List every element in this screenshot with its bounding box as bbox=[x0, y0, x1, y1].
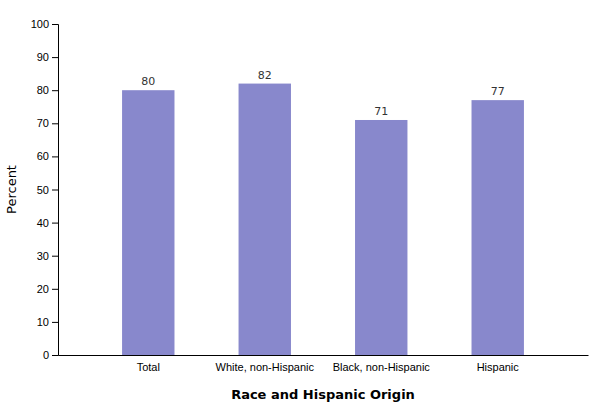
x-axis-line bbox=[59, 355, 589, 356]
y-tick-mark bbox=[52, 256, 58, 257]
chart-svg: 80 82 71 77 Total White, non-Hispanic Black, n… bbox=[0, 0, 608, 413]
x-tick: White, non-Hispanic bbox=[216, 361, 315, 373]
y-tick-label: 20 bbox=[37, 283, 49, 295]
bar bbox=[355, 120, 407, 355]
y-axis: 0 10 20 30 40 50 60 70 80 90 100 bbox=[31, 18, 59, 361]
y-tick-label: 50 bbox=[37, 184, 49, 196]
x-tick: Total bbox=[137, 361, 160, 373]
y-tick-label: 60 bbox=[37, 150, 49, 162]
y-tick-mark bbox=[52, 355, 58, 356]
bar bbox=[239, 84, 291, 355]
bar bbox=[122, 90, 174, 355]
y-tick: 50 bbox=[37, 184, 58, 196]
y-tick: 40 bbox=[37, 217, 58, 229]
y-axis-line bbox=[52, 25, 59, 356]
y-tick: 20 bbox=[37, 283, 58, 295]
x-tick: Black, non-Hispanic bbox=[333, 361, 431, 373]
y-tick: 70 bbox=[37, 117, 58, 129]
data-label: 77 bbox=[491, 85, 505, 98]
x-tick-label: Hispanic bbox=[477, 361, 520, 373]
y-tick-mark bbox=[52, 190, 58, 191]
y-tick-label: 10 bbox=[37, 316, 49, 328]
y-tick-mark bbox=[52, 24, 58, 25]
data-label: 82 bbox=[258, 69, 272, 82]
plot-area: 80 82 71 77 Total White, non-Hispanic Black, n… bbox=[31, 18, 589, 373]
data-label: 71 bbox=[374, 105, 388, 118]
y-tick-mark bbox=[52, 289, 58, 290]
x-tick-label: Black, non-Hispanic bbox=[333, 361, 431, 373]
x-tick: Hispanic bbox=[477, 361, 520, 373]
y-tick-label: 30 bbox=[37, 250, 49, 262]
bar bbox=[472, 100, 524, 355]
x-tick-label: Total bbox=[137, 361, 160, 373]
bars bbox=[122, 84, 524, 355]
y-tick-mark bbox=[52, 90, 58, 91]
y-tick: 30 bbox=[37, 250, 58, 262]
x-axis: Total White, non-Hispanic Black, non-Hispa… bbox=[59, 356, 589, 373]
y-tick-label: 90 bbox=[37, 51, 49, 63]
y-tick-mark bbox=[52, 322, 58, 323]
y-tick-label: 0 bbox=[43, 349, 49, 361]
x-tick-label: White, non-Hispanic bbox=[216, 361, 315, 373]
y-tick: 0 bbox=[43, 349, 58, 361]
y-tick-label: 80 bbox=[37, 84, 49, 96]
y-tick: 90 bbox=[37, 51, 58, 63]
y-axis-title: Percent bbox=[4, 165, 19, 214]
y-tick-label: 70 bbox=[37, 117, 49, 129]
y-tick: 10 bbox=[37, 316, 58, 328]
data-label: 80 bbox=[141, 75, 155, 88]
y-tick-mark bbox=[52, 57, 58, 58]
chart-container: 80 82 71 77 Total White, non-Hispanic Black, n… bbox=[0, 0, 608, 413]
y-tick: 80 bbox=[37, 84, 58, 96]
data-labels: 80 82 71 77 bbox=[141, 69, 504, 118]
y-tick-mark bbox=[52, 156, 58, 157]
y-tick-mark bbox=[52, 123, 58, 124]
y-tick-mark bbox=[52, 223, 58, 224]
x-axis-title: Race and Hispanic Origin bbox=[231, 387, 415, 402]
y-tick: 100 bbox=[31, 18, 58, 30]
y-tick: 60 bbox=[37, 150, 58, 162]
y-tick-label: 40 bbox=[37, 217, 49, 229]
y-tick-label: 100 bbox=[31, 18, 49, 30]
